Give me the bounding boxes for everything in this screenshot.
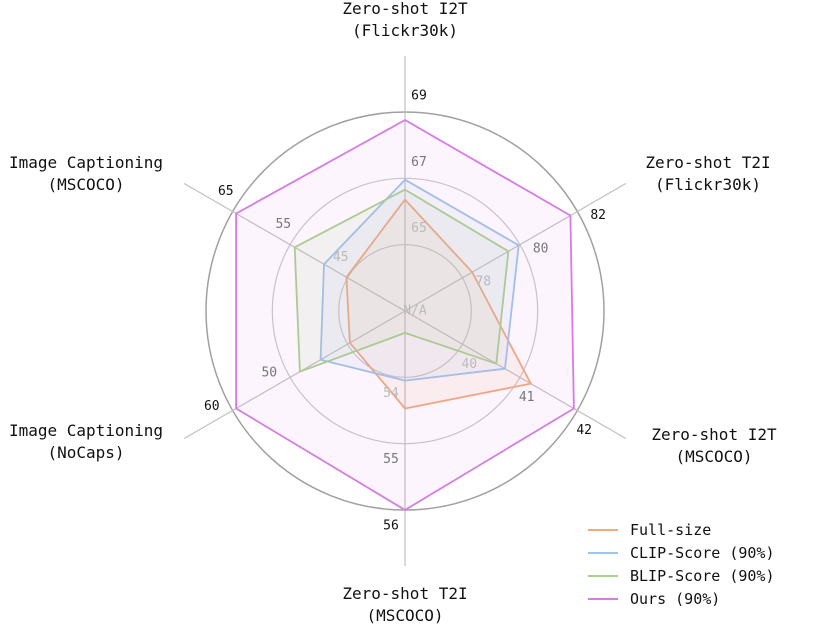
radar-series [235, 119, 575, 511]
legend-label-3: BLIP-Score (90%) [630, 567, 775, 585]
series-polygon-blip-score-90 [293, 188, 510, 373]
axis-label-3: Zero-shot I2T (MSCOCO) [651, 425, 777, 466]
tick-label-axis3-3: 42 [576, 423, 592, 438]
axis-label-3-line-2: (MSCOCO) [675, 447, 752, 466]
radar-axis-labels: Zero-shot I2T (Flickr30k) Zero-shot T2I (Fl… [9, 0, 777, 625]
axis-label-2: Zero-shot T2I (Flickr30k) [645, 153, 770, 194]
tick-label-axis3-2: 41 [519, 390, 535, 405]
axis-label-5-line-1: Image Captioning [9, 421, 163, 440]
axis-label-1-line-2: (Flickr30k) [352, 21, 458, 40]
tick-label-axis4-2: 55 [383, 452, 399, 467]
axis-label-5-line-2: (NoCaps) [47, 443, 124, 462]
legend: Full-size CLIP-Score (90%) BLIP-Score (90%… [588, 521, 775, 608]
axis-label-6-line-1: Image Captioning [9, 153, 163, 172]
legend-label-2: CLIP-Score (90%) [630, 544, 775, 562]
tick-label-axis1-2: 67 [411, 155, 427, 170]
axis-label-3-line-1: Zero-shot I2T [651, 425, 777, 444]
tick-label-axis1-3: 69 [411, 89, 427, 104]
tick-label-axis5-2: 60 [204, 399, 220, 414]
axis-label-4-line-2: (MSCOCO) [366, 606, 443, 625]
axis-label-6-line-2: (MSCOCO) [47, 175, 124, 194]
axis-label-1: Zero-shot I2T (Flickr30k) [342, 0, 468, 40]
axis-label-1-line-1: Zero-shot I2T [342, 0, 468, 18]
legend-label-1: Full-size [630, 521, 711, 539]
axis-label-2-line-2: (Flickr30k) [655, 175, 761, 194]
radar-tick-labels: 65 67 69 78 80 82 40 41 42 54 55 56 50 60 45 55 65 N/A [204, 89, 606, 534]
tick-label-axis2-1: 78 [475, 275, 491, 290]
series-polygon-clip-score-90 [319, 178, 520, 382]
tick-label-axis1-1: 65 [411, 221, 427, 236]
tick-label-axis6-3: 65 [218, 184, 234, 199]
center-label: N/A [403, 304, 427, 319]
tick-label-axis5-1: 50 [261, 366, 277, 381]
series-polygon-full-size [345, 198, 532, 410]
axis-label-4: Zero-shot T2I (MSCOCO) [342, 584, 467, 625]
axis-label-2-line-1: Zero-shot T2I [645, 153, 770, 172]
tick-label-axis4-3: 56 [383, 519, 399, 534]
tick-label-axis2-2: 80 [533, 241, 549, 256]
series-polygon-ours-90 [235, 119, 575, 511]
grid-spoke-3 [404, 310, 627, 440]
axis-label-4-line-1: Zero-shot T2I [342, 584, 467, 603]
tick-label-axis6-1: 45 [333, 250, 349, 265]
axis-label-6: Image Captioning (MSCOCO) [9, 153, 163, 194]
tick-label-axis6-2: 55 [275, 217, 291, 232]
grid-spoke-2 [404, 182, 627, 312]
tick-label-axis3-1: 40 [461, 357, 477, 372]
tick-label-axis2-3: 82 [590, 208, 606, 223]
legend-label-4: Ours (90%) [630, 590, 720, 608]
axis-label-5: Image Captioning (NoCaps) [9, 421, 163, 462]
tick-label-axis4-1: 54 [383, 386, 399, 401]
grid-spoke-5 [183, 310, 406, 440]
